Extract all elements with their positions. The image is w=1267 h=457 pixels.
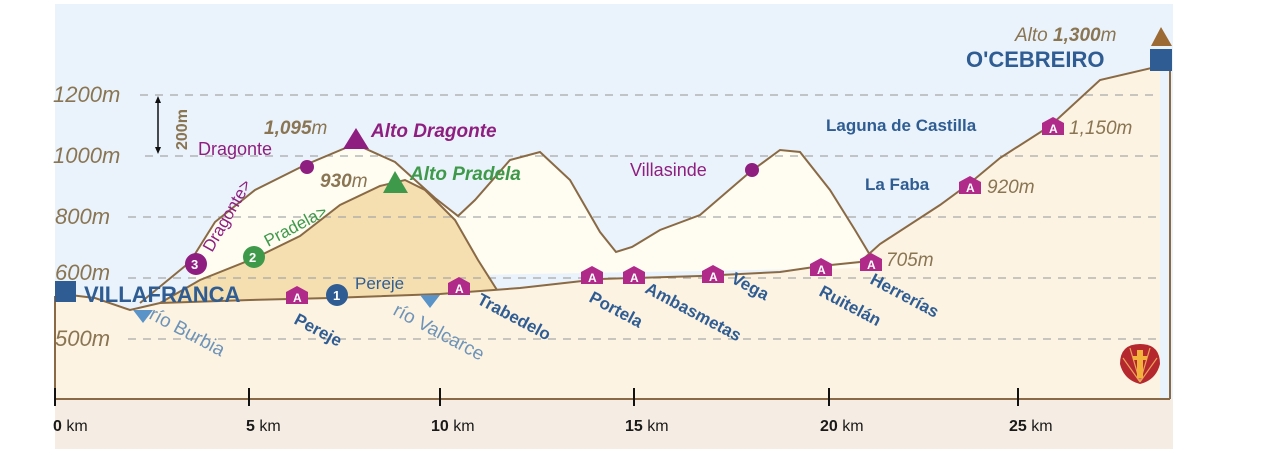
albergue-pereje: A (286, 286, 308, 305)
scale-200m-marker: 200m (155, 96, 191, 154)
x-tick-0: 0 km (53, 418, 88, 435)
route3-badge-icon (185, 253, 207, 275)
la-faba-elevation: 920m (987, 177, 1035, 198)
villasinde-dot-icon (745, 163, 759, 177)
albergue-trabedelo: A (448, 277, 470, 296)
alto-dragonte-peak-icon (343, 128, 369, 149)
y-tick-600: 600m (55, 260, 110, 285)
dragonte-village-label: Dragonte (198, 139, 272, 159)
laguna-de-castilla-elevation: 1,150m (1069, 118, 1132, 139)
svg-text:A: A (817, 263, 826, 277)
main-route-line (69, 65, 1161, 312)
y-tick-800: 800m (55, 204, 110, 229)
albergue-ambasmetas: A (623, 266, 645, 285)
route1-number: 1 (333, 288, 340, 303)
route1-badge-icon (326, 284, 348, 306)
la-faba-label: La Faba (865, 175, 930, 194)
alto-pradela-elevation: 930m (320, 171, 368, 192)
rio-valcarce-marker-icon (420, 295, 440, 308)
dragonte-village-dot-icon (300, 160, 314, 174)
pradela-route-line (159, 178, 498, 304)
pradela-route-fill (160, 180, 497, 303)
albergue-ruitelan: A (810, 258, 832, 277)
dragonte-route-line (139, 142, 871, 304)
alto-elevation-label: Alto 1,300m (1014, 25, 1116, 46)
rio-burbia-marker-icon (133, 310, 153, 323)
albergue-la-faba: A (959, 176, 981, 195)
svg-text:A: A (588, 271, 597, 285)
svg-text:A: A (630, 271, 639, 285)
y-tick-1000: 1000m (53, 143, 120, 168)
route1-label: Pereje (355, 274, 404, 293)
svg-text:A: A (293, 291, 302, 305)
x-tick-5: 5 km (246, 418, 281, 435)
albergue-vega: A (702, 265, 724, 284)
main-route-ground-fill (55, 66, 1160, 399)
albergue-herrerias: A (860, 253, 882, 272)
y-tick-1200: 1200m (53, 82, 120, 107)
albergue-portela: A (581, 266, 603, 285)
x-tick-10: 10 km (431, 418, 475, 435)
albergue-laguna-de-castilla: A (1042, 117, 1064, 136)
x-tick-20: 20 km (820, 418, 864, 435)
svg-text:A: A (966, 181, 975, 195)
x-tick-15: 15 km (625, 418, 669, 435)
laguna-de-castilla-label: Laguna de Castilla (826, 116, 977, 135)
alto-pradela-label: Alto Pradela (409, 164, 521, 185)
villasinde-label: Villasinde (630, 160, 707, 180)
alto-dragonte-label: Alto Dragonte (370, 121, 497, 142)
svg-text:A: A (1049, 122, 1058, 136)
alto-peak-icon (1151, 27, 1172, 46)
ocebreiro-marker-icon (1150, 49, 1172, 71)
ocebreiro-label: O'CEBREIRO (966, 47, 1104, 72)
svg-text:A: A (709, 270, 718, 284)
herrerias-elevation: 705m (886, 250, 934, 271)
villafranca-label: VILLAFRANCA (84, 282, 241, 307)
y-tick-500: 500m (55, 326, 110, 351)
scale-label: 200m (174, 109, 191, 150)
route3-number: 3 (191, 257, 198, 272)
alto-pradela-peak-icon (383, 171, 408, 193)
svg-text:A: A (455, 282, 464, 296)
villafranca-marker-icon (55, 281, 76, 302)
route2-number: 2 (249, 250, 256, 265)
x-tick-25: 25 km (1009, 418, 1053, 435)
svg-text:A: A (867, 258, 876, 272)
alto-dragonte-elevation: 1,095m (264, 118, 327, 139)
scallop-shell-icon (1120, 344, 1160, 384)
route2-badge-icon (243, 246, 265, 268)
x-ticks (54, 388, 1019, 406)
axis-band (55, 399, 1173, 449)
